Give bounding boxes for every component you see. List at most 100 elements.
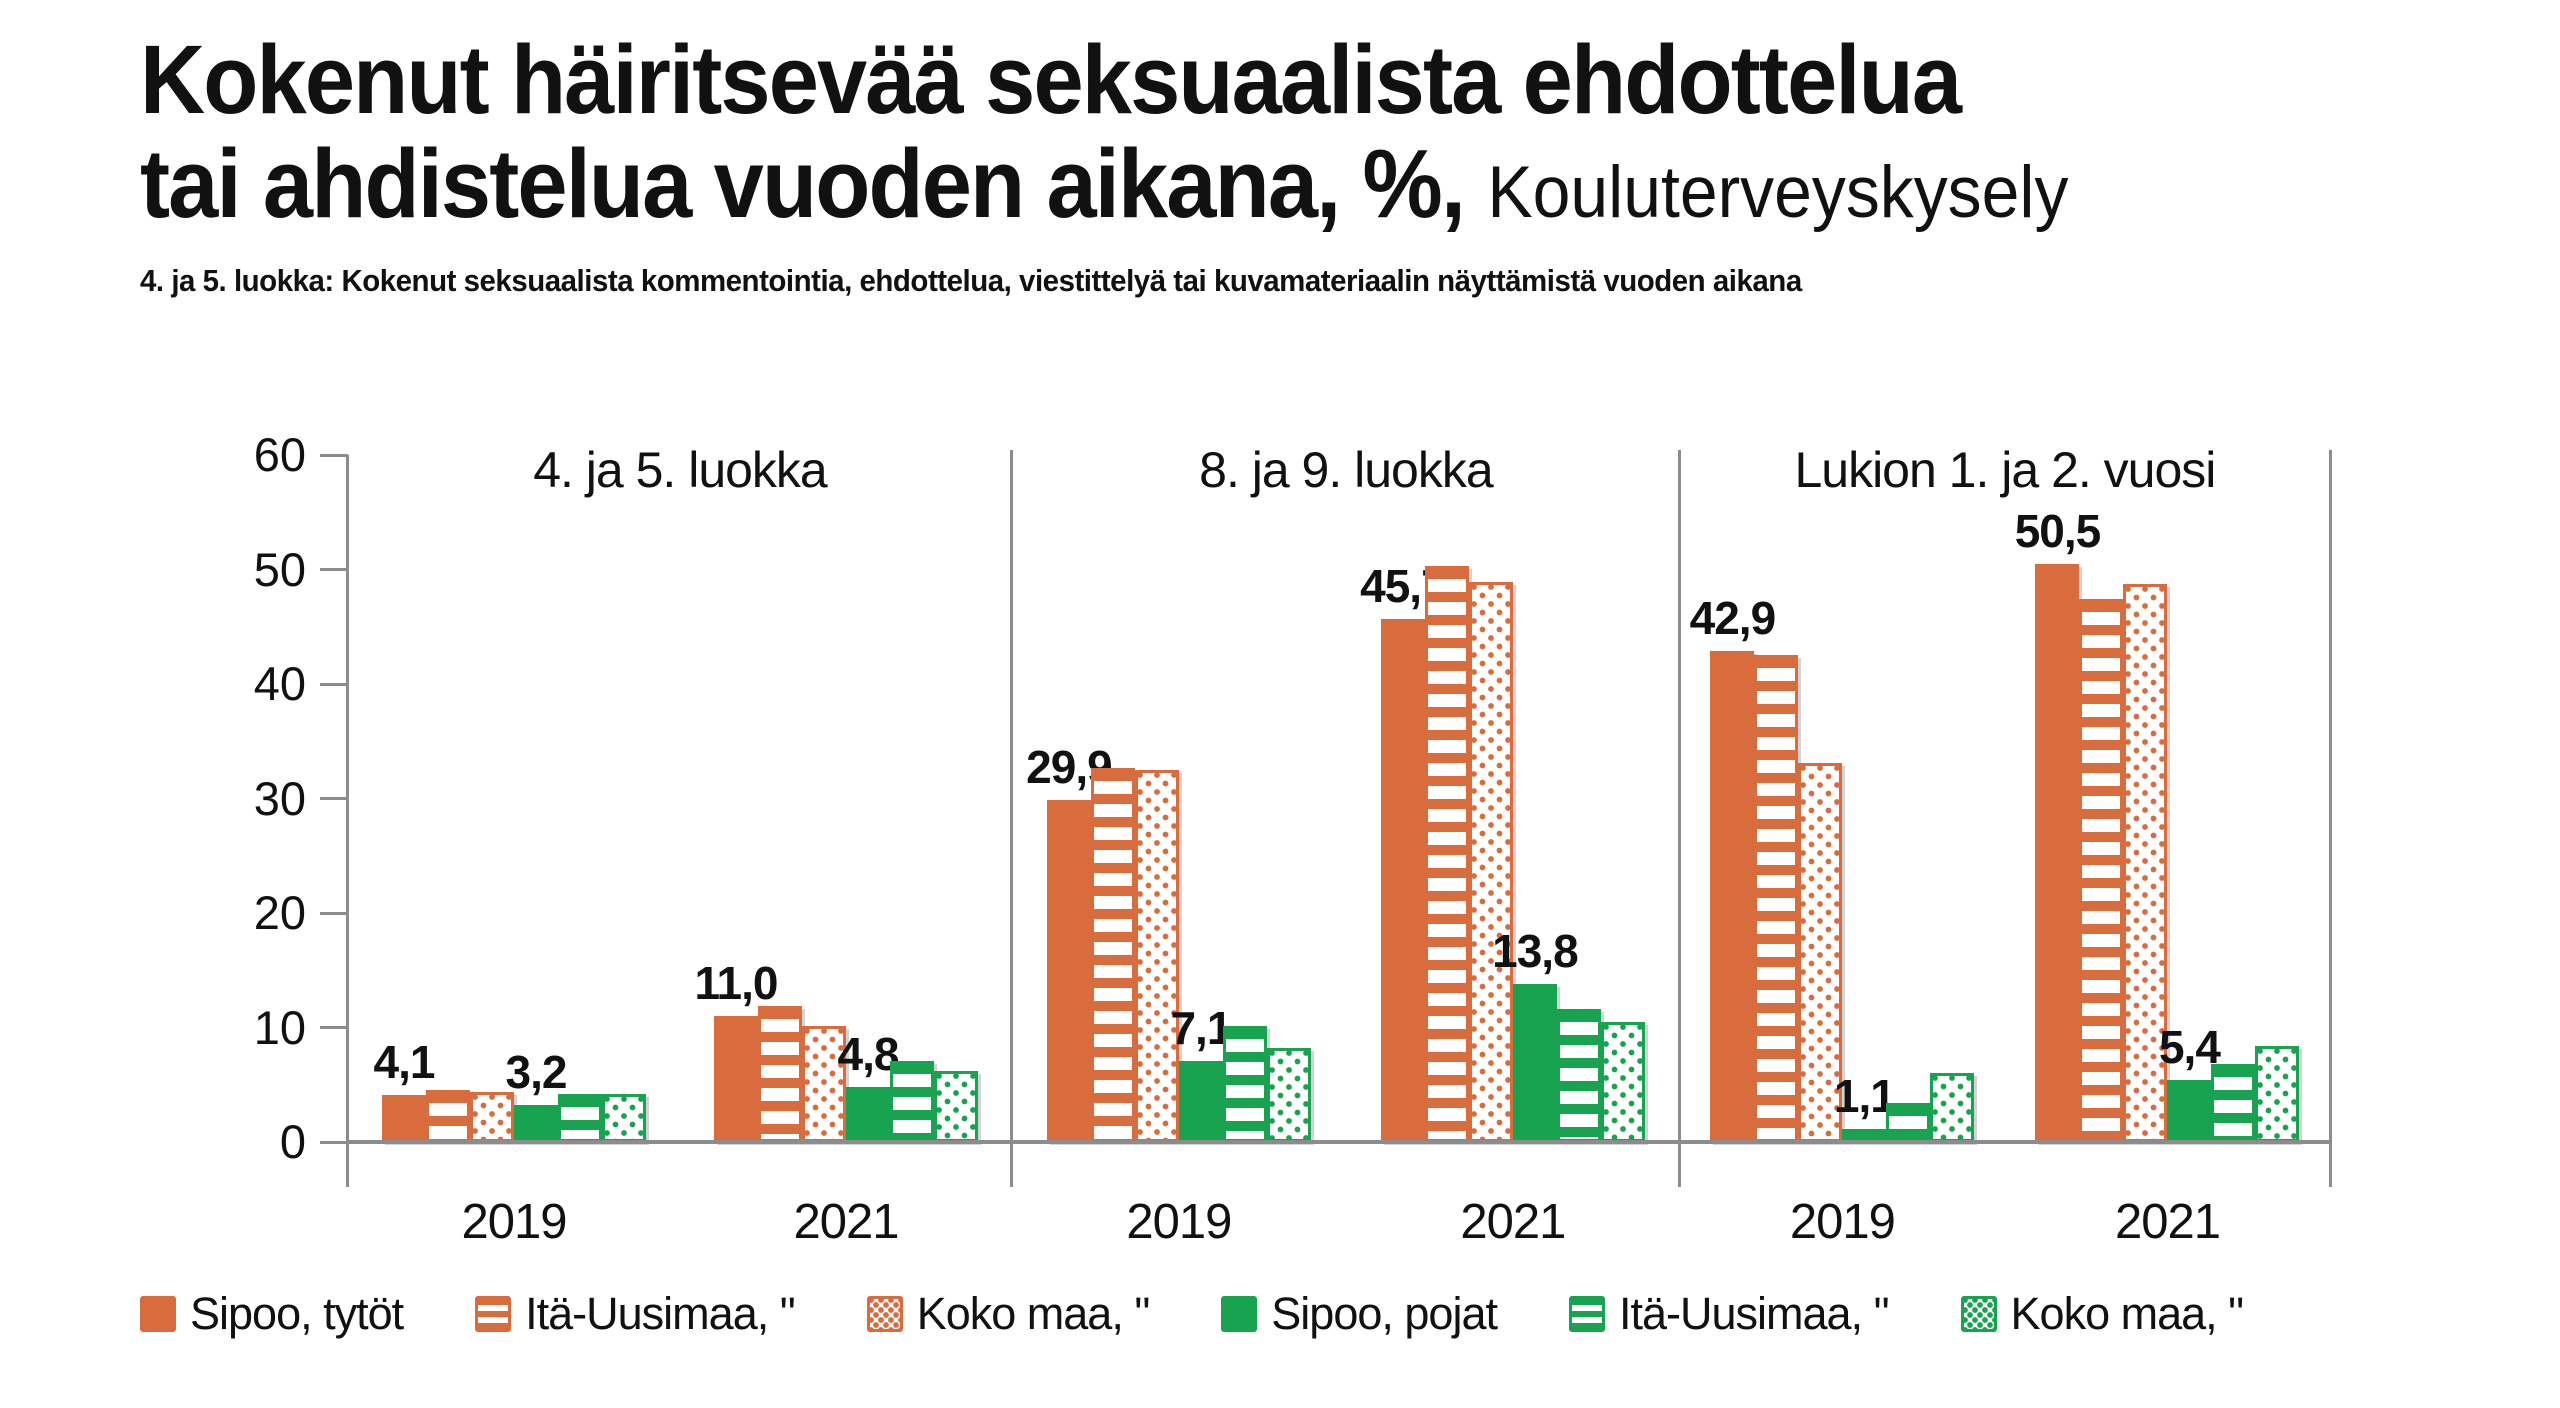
bar-sipoo-pojat-green-2021: 5,4 [2159, 1021, 2221, 1142]
y-tick-mark-50 [320, 568, 348, 571]
panel-separator-2 [1678, 450, 1682, 1187]
y-tick-label-10: 10 [253, 1000, 306, 1054]
bar-it-uusimaa-orange-2019 [425, 1090, 470, 1142]
x-axis-year-label-2019: 2019 [1126, 1195, 1232, 1249]
y-tick-label-0: 0 [279, 1115, 306, 1168]
bar-it-uusimaa-orange-2019 [1090, 767, 1135, 1142]
bar-value-label: 4,1 [373, 1036, 436, 1089]
x-axis-year-label-2019: 2019 [1789, 1195, 1896, 1249]
bar-koko-maa-orange-2021 [801, 1026, 846, 1142]
bar-sipoo-pojat-green-2019: 3,2 [506, 1046, 567, 1142]
y-axis-line [346, 455, 349, 1187]
bar-koko-maa-orange-2021 [2123, 584, 2168, 1142]
y-tick-mark-40 [320, 682, 348, 686]
bar-sipoo-tyt-t-orange-2019: 4,1 [374, 1036, 435, 1142]
page-title-line2: tai ahdistelua vuoden aikana, %, Koulute… [140, 132, 2372, 245]
legend-swatch-dots-orange [866, 1296, 903, 1332]
y-tick-label-30: 30 [253, 771, 306, 825]
bar-koko-maa-green-2019 [1930, 1073, 1975, 1142]
y-tick-mark-0 [320, 1140, 348, 1144]
legend: Sipoo, tytöt Itä-Uusimaa, " Koko maa, " Sip… [140, 1288, 2440, 1340]
legend-label: Itä-Uusimaa, " [1618, 1288, 1890, 1339]
bar-it-uusimaa-green-2021 [889, 1060, 934, 1142]
bar-it-uusimaa-green-2019 [557, 1093, 602, 1142]
legend-swatch-solid-green [1221, 1296, 1258, 1332]
page-title-suffix: Kouluterveyskysely [1487, 152, 2069, 233]
legend-swatch-dots-green [1960, 1296, 1997, 1332]
legend-item-it-uusimaa-green: Itä-Uusimaa, " [1568, 1288, 1890, 1340]
bar-group-2019: 42,9 1,1 [1690, 592, 1975, 1142]
panel-title: 4. ja 5. luokka [533, 442, 828, 498]
bar-koko-maa-orange-2019 [469, 1091, 514, 1142]
legend-swatch-hstripes-orange [475, 1296, 512, 1332]
bar-sipoo-pojat-green-2019: 1,1 [1834, 1070, 1896, 1142]
bar-koko-maa-green-2019 [601, 1093, 646, 1142]
bar-it-uusimaa-orange-2021 [1424, 566, 1469, 1142]
bar-koko-maa-orange-2019 [1134, 769, 1179, 1142]
bar-sipoo-pojat-green-2021: 4,8 [837, 1028, 899, 1142]
y-tick-mark-20 [320, 911, 348, 915]
bar-value-label: 50,5 [2014, 504, 2102, 557]
panel-title: Lukion 1. ja 2. vuosi [1794, 442, 2216, 498]
legend-label: Sipoo, tytöt [190, 1288, 404, 1339]
plot-area: 0 10 20 30 40 50 60 4. ja 5. luokka 4,1 3,2 2019 11… [254, 428, 2332, 1249]
bar-it-uusimaa-green-2021 [1556, 1009, 1601, 1142]
bar-sipoo-pojat-green-2019: 7,1 [1170, 1002, 1232, 1142]
bar-group-2021: 50,5 5,4 [2015, 505, 2300, 1142]
bar-it-uusimaa-green-2019 [1222, 1026, 1267, 1142]
panel-8-ja-9-luokka: 8. ja 9. luokka 29,9 7,1 2019 45,7 13,8 2021 [1012, 442, 1680, 1249]
bar-koko-maa-green-2021 [2255, 1045, 2300, 1142]
bar-value-label: 13,8 [1492, 925, 1579, 977]
bar-group-2019: 4,1 3,2 [374, 1036, 646, 1142]
bar-it-uusimaa-orange-2021 [757, 1005, 802, 1142]
bar-sipoo-tyt-t-orange-2019: 29,9 [1026, 741, 1113, 1142]
bar-value-label: 11,0 [694, 957, 778, 1010]
y-tick-label-40: 40 [253, 657, 306, 710]
legend-swatch-hstripes-green [1568, 1296, 1605, 1332]
legend-item-koko-maa-orange: Koko maa, " [866, 1288, 1151, 1340]
legend-item-koko-maa-green: Koko maa, " [1960, 1288, 2245, 1340]
bar-it-uusimaa-orange-2021 [2079, 599, 2124, 1142]
legend-label: Koko maa, " [2010, 1288, 2245, 1339]
y-tick-label-20: 20 [253, 886, 306, 939]
y-tick-label-60: 60 [253, 428, 306, 481]
panel-lukion-1-ja-2-vuosi: Lukion 1. ja 2. vuosi 42,9 1,1 2019 50,5 5,4 2… [1680, 442, 2330, 1249]
y-tick-mark-60 [320, 453, 348, 457]
y-tick-mark-30 [320, 797, 348, 800]
x-axis-year-label-2021: 2021 [1460, 1195, 1566, 1249]
bar-value-label: 5,4 [2158, 1021, 2221, 1074]
bar-it-uusimaa-green-2021 [2211, 1064, 2256, 1142]
bar-value-label: 7,1 [1170, 1001, 1232, 1054]
x-axis-baseline [346, 1140, 2330, 1144]
chart-subtitle: 4. ja 5. luokka: Kokenut seksuaalista ko… [140, 263, 1802, 298]
bar-it-uusimaa-orange-2019 [1754, 655, 1799, 1142]
bar-group-2019: 29,9 7,1 [1026, 741, 1311, 1142]
bar-value-label: 42,9 [1689, 591, 1777, 644]
bar-koko-maa-green-2021 [1600, 1021, 1645, 1142]
bar-koko-maa-orange-2019 [1798, 763, 1843, 1142]
bar-value-label: 4,8 [837, 1028, 899, 1081]
bar-koko-maa-green-2021 [933, 1071, 978, 1142]
legend-label: Sipoo, pojat [1271, 1288, 1498, 1339]
page-title-line1: Kokenut häiritsevää seksuaalista ehdotte… [140, 25, 1962, 134]
legend-item-sipoo-pojat-green: Sipoo, pojat [1221, 1288, 1498, 1340]
bar-value-label: 1,1 [1833, 1070, 1896, 1123]
bar-sipoo-tyt-t-orange-2021: 11,0 [694, 957, 778, 1142]
bar-group-2021: 11,0 4,8 [694, 957, 978, 1142]
bar-koko-maa-orange-2021 [1468, 582, 1513, 1142]
chart-header: Kokenut häiritsevää seksuaalista ehdotte… [140, 28, 2540, 299]
legend-label: Itä-Uusimaa, " [525, 1288, 796, 1339]
bar-sipoo-tyt-t-orange-2021: 50,5 [2015, 505, 2101, 1142]
bar-sipoo-pojat-green-2021: 13,8 [1492, 925, 1579, 1142]
bar-koko-maa-green-2019 [1266, 1048, 1311, 1142]
panel-separator-1 [1010, 450, 1014, 1187]
panel-4-ja-5-luokka: 4. ja 5. luokka 4,1 3,2 2019 11,0 4,8 2021 [348, 442, 1012, 1249]
bar-group-2021: 45,7 13,8 [1360, 560, 1645, 1142]
bar-it-uusimaa-green-2019 [1886, 1103, 1931, 1142]
panel-title: 8. ja 9. luokka [1199, 442, 1494, 498]
legend-swatch-solid-orange [140, 1296, 176, 1332]
bar-value-label: 3,2 [505, 1046, 568, 1099]
panel-separator-3 [2328, 450, 2332, 1187]
bar-sipoo-tyt-t-orange-2019: 42,9 [1690, 592, 1776, 1142]
legend-label: Koko maa, " [916, 1288, 1151, 1339]
